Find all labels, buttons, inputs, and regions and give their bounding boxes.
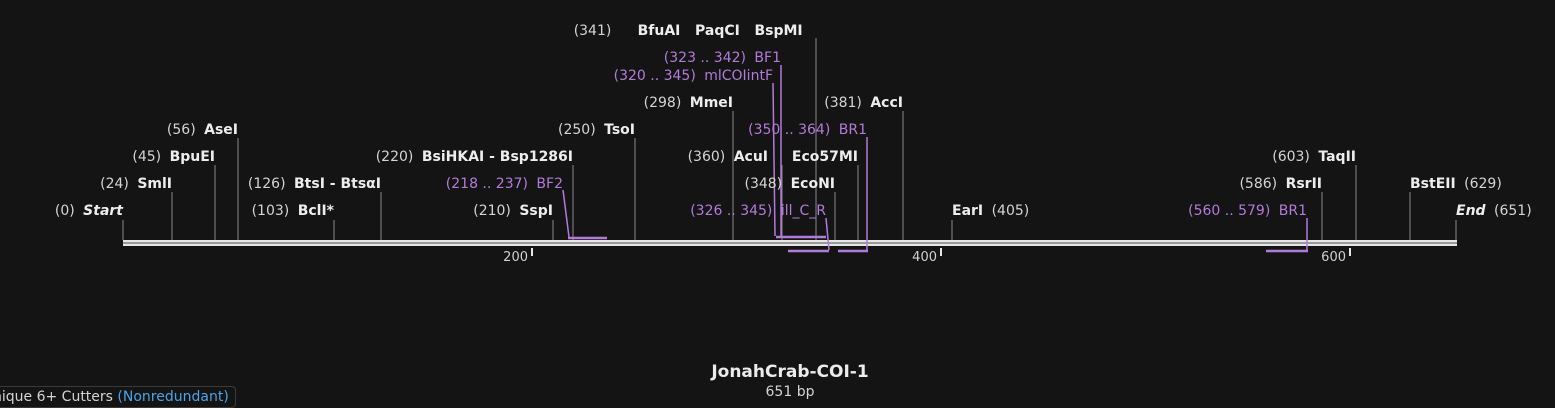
enzyme-label-tsoi[interactable]: (250) TsoI	[558, 122, 635, 138]
primer-label-br1-b[interactable]: (560 .. 579) BR1	[1188, 203, 1307, 219]
enzyme-label-bfuai-paqci-bspmi[interactable]: (341) BfuAI PaqCI BspMI	[551, 23, 816, 39]
primer-mlcoiintf-connector	[772, 82, 776, 237]
axis-tick-label-600: 600	[1321, 250, 1346, 265]
primer-label-br1[interactable]: (350 .. 364) BR1	[748, 122, 867, 138]
enzyme-connectors	[122, 38, 1457, 240]
enzyme-label-acci[interactable]: (381) AccI	[824, 95, 903, 111]
enzyme-label-acui[interactable]: (360) AcuI	[688, 149, 768, 165]
enzyme-label-start[interactable]: (0) Start	[55, 203, 124, 219]
primer-features	[562, 65, 1308, 253]
enzyme-label-eco57mi[interactable]: Eco57MI	[792, 149, 858, 165]
enzyme-set-mode: (Nonredundant)	[117, 389, 229, 405]
enzyme-label-rsrii[interactable]: (586) RsrII	[1239, 176, 1322, 192]
enzyme-label-bsteii[interactable]: BstEII (629)	[1410, 176, 1502, 192]
primer-label-bf1[interactable]: (323 .. 342) BF1	[664, 50, 781, 66]
enzyme-label-econi[interactable]: (348) EcoNI	[744, 176, 835, 192]
enzyme-label-end[interactable]: End (651)	[1456, 203, 1532, 219]
axis-tick-label-400: 400	[912, 250, 937, 265]
enzyme-label-sspi[interactable]: (210) SspI	[473, 203, 553, 219]
enzyme-label-taqii[interactable]: (603) TaqII	[1272, 149, 1356, 165]
enzyme-set-selector[interactable]: nique 6+ Cutters (Nonredundant)	[0, 386, 236, 408]
enzyme-label-smli[interactable]: (24) SmlI	[100, 176, 172, 192]
axis-tick-label-200: 200	[503, 250, 528, 265]
enzyme-set-label: nique 6+ Cutters	[0, 389, 113, 405]
enzyme-label-mmei[interactable]: (298) MmeI	[644, 95, 733, 111]
enzyme-label-eari[interactable]: EarI (405)	[952, 203, 1029, 219]
enzyme-label-bsihkai[interactable]: (220) BsiHKAI - Bsp1286I	[376, 149, 573, 165]
primer-label-bf2[interactable]: (218 .. 237) BF2	[446, 176, 563, 192]
primer-bf2-connector	[562, 189, 570, 238]
primer-label-illcr[interactable]: (326 .. 345) ill_C_R	[690, 203, 826, 219]
primer-label-mlcoiintf[interactable]: (320 .. 345) mlCOIintF	[614, 68, 773, 84]
sequence-backbone-center	[123, 242, 1457, 244]
primer-illcr-connector	[825, 217, 830, 251]
sequence-length: 651 bp	[765, 384, 815, 400]
enzyme-label-asei[interactable]: (56) AseI	[167, 122, 238, 138]
sequence-title: JonahCrab-COI-1	[711, 362, 869, 382]
enzyme-label-bcli[interactable]: (103) BclI*	[252, 203, 335, 219]
enzyme-label-bpuei[interactable]: (45) BpuEI	[132, 149, 215, 165]
enzyme-label-btsi[interactable]: (126) BtsI - BtsαI	[248, 176, 381, 192]
